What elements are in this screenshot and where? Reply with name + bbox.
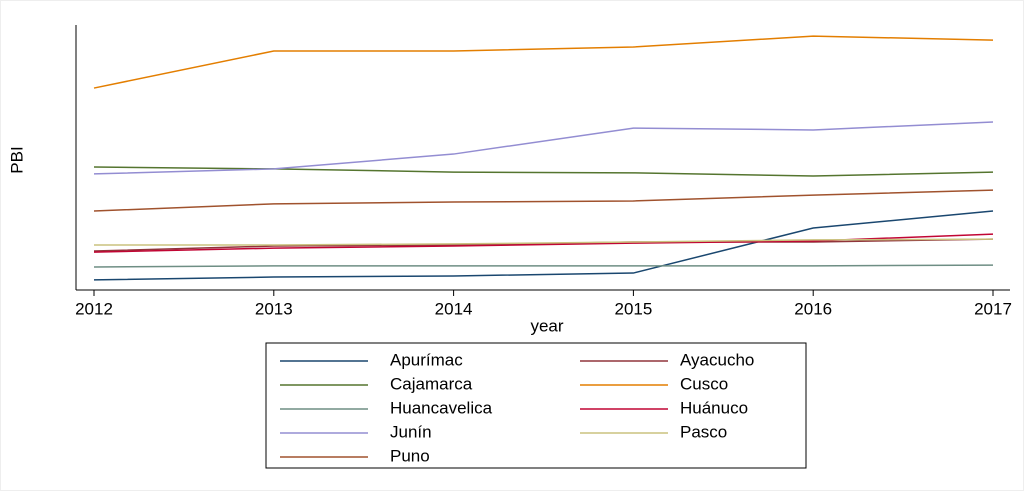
x-axis-label: year [530, 316, 563, 335]
legend-label: Huánuco [680, 398, 748, 417]
x-tick-label: 2016 [794, 299, 832, 318]
legend-label: Pasco [680, 422, 727, 441]
x-tick-label: 2014 [435, 299, 473, 318]
legend-label: Junín [390, 422, 432, 441]
legend-label: Apurímac [390, 350, 463, 369]
legend-label: Cajamarca [390, 374, 473, 393]
x-tick-label: 2012 [75, 299, 113, 318]
legend-label: Ayacucho [680, 350, 754, 369]
legend [265, 342, 807, 469]
line-series [93, 35, 994, 89]
line-series [93, 210, 994, 281]
y-axis-label: PBI [7, 146, 26, 173]
legend-label: Puno [390, 446, 430, 465]
x-tick-label: 2015 [614, 299, 652, 318]
legend-label: Cusco [680, 374, 728, 393]
line-series [93, 166, 994, 177]
line-series [93, 189, 994, 212]
x-tick-label: 2013 [255, 299, 293, 318]
line-series [93, 121, 994, 175]
line-series [93, 264, 994, 268]
x-tick-label: 2017 [974, 299, 1012, 318]
line-series [94, 238, 994, 246]
legend-label: Huancavelica [390, 398, 493, 417]
